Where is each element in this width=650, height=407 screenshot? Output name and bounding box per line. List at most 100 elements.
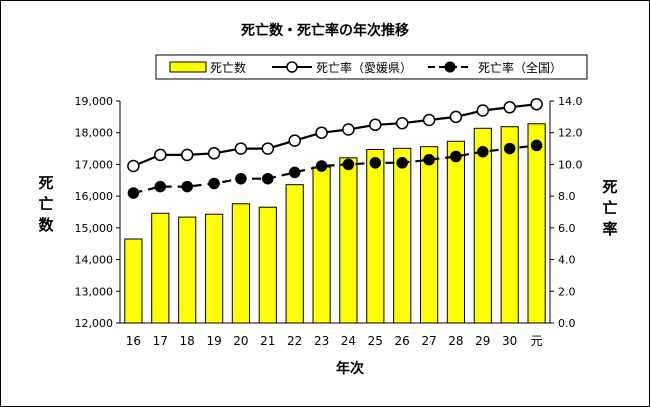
y-left-tick-label: 18,000 [75, 127, 114, 140]
y-axis-right-label: 死亡率 [602, 178, 617, 238]
axis-title-char: 亡 [38, 195, 53, 213]
axis-title-char: 死 [602, 178, 617, 196]
point-national-26 [396, 157, 408, 169]
x-tick-label: 21 [260, 334, 275, 348]
y-right-tick-label: 2.0 [558, 285, 576, 298]
point-prefecture-24 [342, 123, 355, 136]
bar-27 [420, 146, 439, 324]
y-right-tick-label: 10.0 [558, 158, 583, 171]
point-national-30 [503, 142, 516, 155]
point-national-21 [262, 172, 274, 185]
y-left-tick-label: 16,000 [75, 190, 114, 203]
line-prefecture [132, 103, 537, 168]
point-national-16 [127, 187, 140, 199]
point-prefecture-23 [315, 126, 328, 139]
x-tick-label: 27 [421, 334, 436, 348]
point-prefecture-22 [288, 134, 301, 147]
bar-16 [124, 238, 143, 324]
axis-title-char: 率 [602, 220, 617, 238]
x-tick-label: 19 [206, 334, 221, 348]
point-national-27 [423, 153, 435, 166]
point-prefecture-20 [234, 142, 248, 155]
bar-18 [178, 216, 197, 324]
x-tick-label: 28 [448, 334, 463, 348]
y-right-tick-label: 12.0 [558, 127, 583, 140]
legend-label-national: 死亡率（全国） [478, 60, 562, 75]
bar-29 [473, 127, 492, 324]
bar-28 [446, 140, 465, 324]
axes-group: 12,000 13,000 14,000 15,000 16,000 17,000 18,0… [75, 95, 583, 348]
x-tick-label: 18 [180, 334, 195, 348]
point-national-22 [288, 166, 301, 179]
x-tick-label: 20 [233, 334, 248, 348]
axis-title-char: 数 [38, 216, 54, 234]
point-prefecture-18 [180, 148, 194, 162]
point-national-29 [477, 145, 489, 158]
line-national [133, 144, 537, 195]
y-right-tick-label: 6.0 [558, 222, 576, 235]
y-left-tick-label: 15,000 [75, 222, 114, 235]
bar-26 [393, 147, 412, 324]
x-tick-label: 25 [368, 334, 383, 348]
point-national-17 [154, 180, 167, 193]
y-left-tick-label: 13,000 [75, 285, 114, 298]
x-tick-label: 23 [314, 334, 329, 348]
axis-title-char: 亡 [602, 199, 617, 217]
legend-marker-prefecture [286, 61, 298, 73]
chart-title: 死亡数・死亡率の年次推移 [240, 22, 409, 39]
bar-19 [205, 213, 224, 324]
point-national-23 [315, 160, 328, 172]
legend: 死亡数 死亡率（愛媛県） 死亡率（全国） [155, 54, 588, 80]
y-right-tick-label: 14.0 [558, 95, 583, 108]
point-national-25 [369, 157, 382, 169]
y-right-tick-label: 0.0 [558, 317, 576, 330]
point-prefecture-25 [369, 118, 382, 132]
point-prefecture-27 [422, 113, 436, 127]
lines-group [127, 97, 543, 199]
y-axis-left-label: 死亡数 [38, 174, 54, 234]
bars-group [124, 123, 546, 324]
bar-17 [151, 212, 170, 324]
x-tick-label: 26 [395, 334, 410, 348]
point-prefecture-26 [395, 116, 409, 130]
bar-24 [339, 157, 358, 324]
y-left-tick-label: 19,000 [75, 95, 114, 108]
bar-25 [366, 149, 385, 324]
x-tick-label: 29 [475, 334, 490, 348]
y-right-tick-label: 4.0 [558, 254, 576, 267]
point-national-18 [181, 180, 193, 193]
point-prefecture-元 [530, 97, 543, 111]
x-tick-label: 元 [531, 334, 543, 348]
x-tick-label: 30 [502, 334, 517, 348]
legend-marker-national [444, 61, 456, 73]
y-left-tick-label: 12,000 [75, 317, 114, 330]
legend-label-prefecture: 死亡率（愛媛県） [316, 60, 412, 75]
point-prefecture-30 [503, 101, 516, 114]
point-national-20 [235, 172, 247, 185]
legend-box [155, 54, 588, 80]
legend-label-deaths: 死亡数 [210, 60, 246, 75]
axis-title-char: 死 [38, 174, 53, 192]
y-right-tick-label: 8.0 [558, 190, 576, 203]
x-tick-label: 16 [126, 334, 141, 348]
bar-22 [285, 184, 304, 324]
x-tick-label: 17 [153, 334, 168, 348]
point-prefecture-21 [261, 142, 275, 155]
point-national-24 [342, 158, 355, 171]
point-prefecture-17 [154, 148, 167, 162]
y-left-tick-label: 17,000 [75, 158, 114, 171]
y-left-tick-label: 14,000 [75, 254, 114, 267]
bar-20 [231, 203, 251, 324]
bar-30 [500, 126, 519, 324]
x-tick-label: 22 [287, 334, 302, 348]
x-tick-label: 24 [341, 334, 356, 348]
bar-元 [527, 123, 546, 324]
point-prefecture-29 [476, 104, 490, 117]
point-national-19 [208, 177, 220, 190]
legend-swatch-bar [169, 61, 207, 73]
x-axis-label: 年次 [336, 360, 364, 377]
point-prefecture-28 [449, 110, 463, 124]
point-national-元 [530, 139, 543, 152]
point-prefecture-19 [207, 147, 221, 160]
